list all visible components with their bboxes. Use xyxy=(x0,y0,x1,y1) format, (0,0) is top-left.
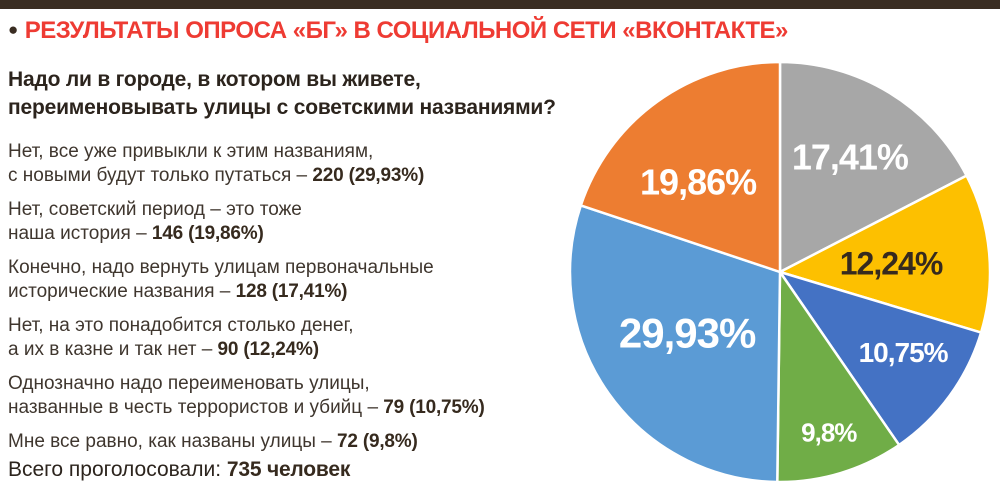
pie-slice-label-5: 29,93% xyxy=(619,310,756,357)
option-value: 79 (10,75%) xyxy=(383,397,485,418)
option-text: Нет, советский период – это тоже наша ис… xyxy=(8,199,302,244)
option-value: 146 (19,86%) xyxy=(151,223,264,244)
poll-option-6: Мне все равно, как названы улицы – 72 (9… xyxy=(8,430,573,454)
poll-option-2: Нет, советский период – это тоже наша ис… xyxy=(8,198,573,246)
option-text: Мне все равно, как названы улицы – xyxy=(8,431,338,452)
pie-slice-label-1: 17,41% xyxy=(792,137,909,178)
poll-option-4: Нет, на это понадобится столько денег, а… xyxy=(8,314,573,362)
poll-question: Надо ли в городе, в котором вы живете, п… xyxy=(8,68,556,119)
option-value: 90 (12,24%) xyxy=(217,339,320,360)
top-divider-bar xyxy=(0,0,1000,9)
pie-slice-4 xyxy=(776,270,901,484)
bullet-icon: ● xyxy=(8,20,18,39)
page-title-text: РЕЗУЛЬТАТЫ ОПРОСА «БГ» В СОЦИАЛЬНОЙ СЕТИ… xyxy=(24,17,789,44)
option-text: Однозначно надо переименовать улицы, наз… xyxy=(8,373,379,418)
total-votes-label: Всего проголосовали: xyxy=(8,458,227,481)
pie-slice-6 xyxy=(579,60,782,274)
pie-chart: 17,41% 12,24% 10,75% 9,8% 29,93% 19,86% xyxy=(560,52,1000,490)
poll-option-1: Нет, все уже привыкли к этим названиям, … xyxy=(8,140,573,188)
total-votes: Всего проголосовали: 735 человек xyxy=(8,458,350,482)
pie-chart-svg: 17,41% 12,24% 10,75% 9,8% 29,93% 19,86% xyxy=(568,60,992,484)
pie-slice-2 xyxy=(778,174,992,334)
option-value: 72 (9,8%) xyxy=(337,431,418,452)
option-value: 220 (29,93%) xyxy=(312,165,425,186)
pie-slice-3 xyxy=(778,270,983,447)
poll-option-5: Однозначно надо переименовать улицы, наз… xyxy=(8,372,573,420)
page-title: ● РЕЗУЛЬТАТЫ ОПРОСА «БГ» В СОЦИАЛЬНОЙ СЕТ… xyxy=(8,17,788,45)
pie-slice-label-6: 19,86% xyxy=(640,161,757,202)
poll-options-list: Нет, все уже привыкли к этим названиям, … xyxy=(8,140,573,464)
total-votes-value: 735 человек xyxy=(226,458,351,481)
pie-slice-1 xyxy=(778,60,968,274)
pie-slice-label-2: 12,24% xyxy=(840,246,943,282)
poll-option-3: Конечно, надо вернуть улицам первоначаль… xyxy=(8,256,573,304)
option-text: Нет, все уже привыкли к этим названиям, … xyxy=(8,141,374,186)
option-value: 128 (17,41%) xyxy=(235,281,348,302)
pie-slice-5 xyxy=(568,204,782,484)
pie-slice-label-4: 9,8% xyxy=(801,418,857,448)
option-text: Нет, на это понадобится столько денег, а… xyxy=(8,315,354,360)
pie-slice-label-3: 10,75% xyxy=(859,337,949,368)
option-text: Конечно, надо вернуть улицам первоначаль… xyxy=(8,257,434,302)
